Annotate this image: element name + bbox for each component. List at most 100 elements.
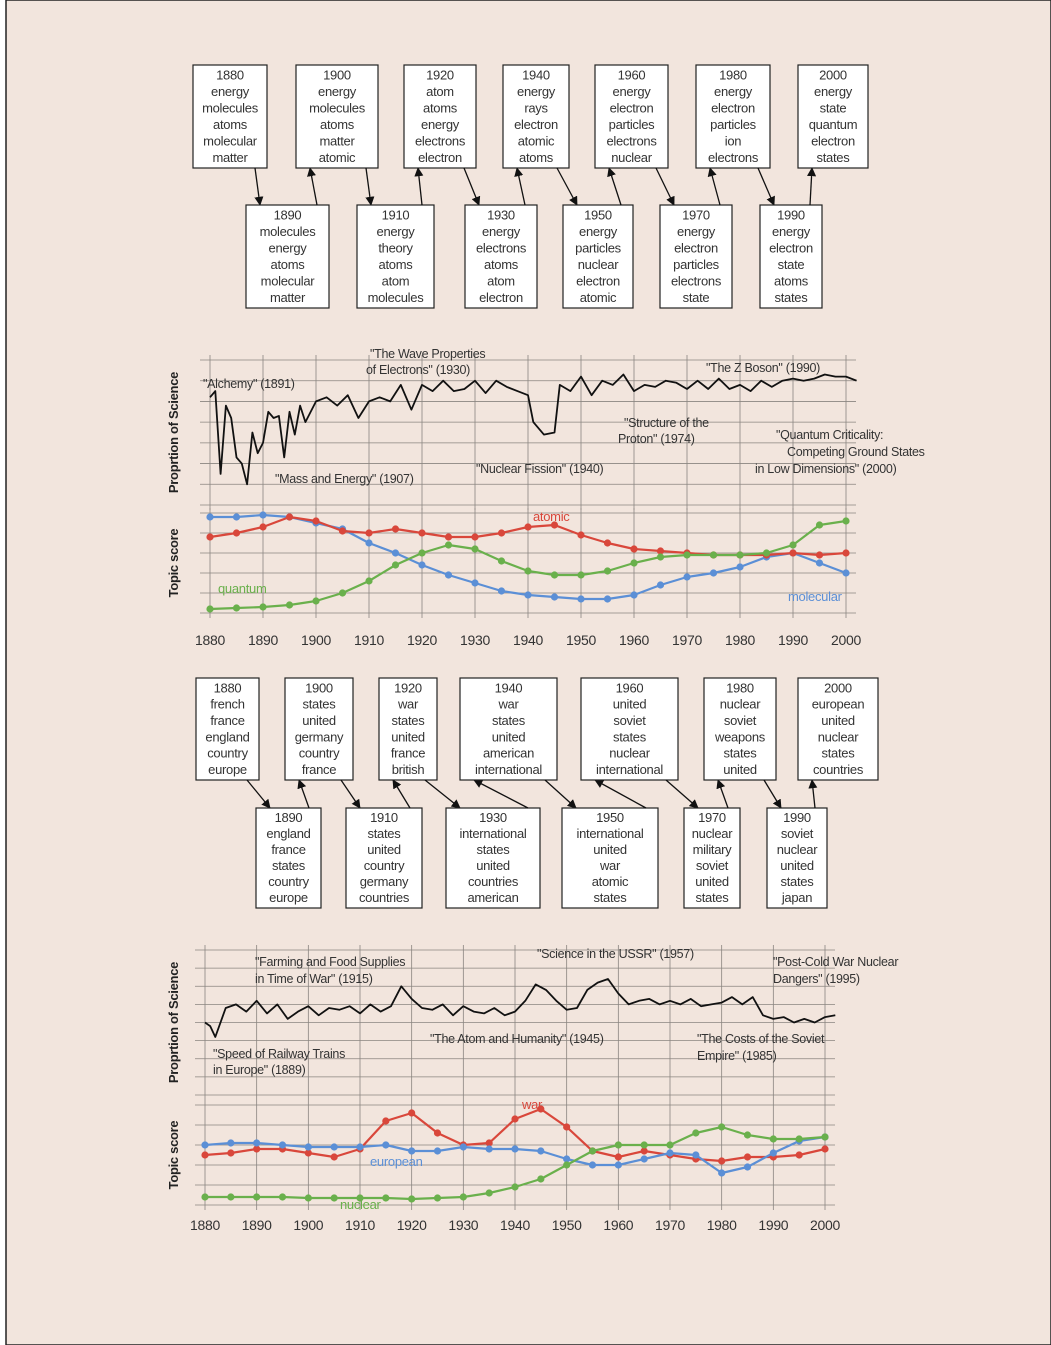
box-word: ion <box>725 134 742 149</box>
data-point <box>433 1194 442 1202</box>
data-point <box>418 549 426 557</box>
box-year: 1880 <box>214 680 242 695</box>
arrow <box>392 779 411 809</box>
box-word: france <box>210 713 244 728</box>
data-point <box>312 597 320 605</box>
annotation: "Post-Cold War Nuclear <box>773 955 898 969</box>
box-word: international <box>460 826 527 841</box>
box-year: 1900 <box>305 680 333 695</box>
box-word: electron <box>811 134 855 149</box>
box-word: atomic <box>580 290 617 305</box>
box-word: molecules <box>202 101 259 116</box>
data-point <box>232 529 241 537</box>
box-word: atomic <box>518 134 555 149</box>
x-tick-label: 1970 <box>672 632 702 648</box>
topic-box <box>594 64 669 169</box>
arrow <box>594 779 647 809</box>
data-point <box>656 581 665 589</box>
arrow <box>307 167 318 206</box>
topic-box <box>445 807 541 909</box>
box-year: 1990 <box>777 208 805 223</box>
data-point <box>444 541 453 549</box>
box-year: 1970 <box>682 208 710 223</box>
box-word: molecular <box>261 274 316 289</box>
arrow <box>757 167 775 206</box>
annotation: "Science in the USSR" (1957) <box>537 947 694 961</box>
box-word: energy <box>269 241 308 256</box>
data-point <box>511 1115 519 1123</box>
data-point <box>683 551 691 559</box>
y-axis-label: Proprtion of Science <box>166 372 181 493</box>
box-word: soviet <box>613 713 646 728</box>
box-word: united <box>391 729 425 744</box>
data-point <box>259 523 267 531</box>
box-word: france <box>302 762 336 777</box>
box-year: 1990 <box>783 810 811 825</box>
data-point <box>459 1143 467 1151</box>
data-point <box>743 1131 752 1139</box>
box-word: electrons <box>476 241 527 256</box>
topic-box <box>403 64 477 169</box>
data-point <box>577 595 585 603</box>
data-point <box>640 1147 648 1155</box>
data-point <box>683 573 691 581</box>
data-point <box>304 1194 312 1202</box>
box-word: atoms <box>379 257 414 272</box>
box-word: electron <box>769 241 813 256</box>
data-point <box>201 1151 209 1159</box>
box-word: energy <box>772 224 811 239</box>
box-year: 1890 <box>274 208 302 223</box>
topic-box <box>464 204 538 309</box>
box-word: states <box>817 150 851 165</box>
data-point <box>382 1141 390 1149</box>
data-point <box>815 521 824 529</box>
x-tick-label: 1930 <box>448 1217 478 1233</box>
box-word: electron <box>711 101 755 116</box>
box-word: military <box>693 842 733 857</box>
box-word: electron <box>514 117 558 132</box>
data-point <box>497 557 506 565</box>
box-word: international <box>577 826 644 841</box>
box-word: electron <box>418 150 462 165</box>
box-word: electrons <box>415 134 466 149</box>
box-word: germany <box>295 729 344 744</box>
box-word: states <box>492 713 526 728</box>
box-word: states <box>775 290 809 305</box>
data-point <box>497 587 506 595</box>
box-word: french <box>210 697 244 712</box>
box-word: states <box>272 858 306 873</box>
data-point <box>391 525 400 533</box>
data-point <box>278 1141 287 1149</box>
data-point <box>259 511 267 519</box>
x-tick-label: 1910 <box>354 632 384 648</box>
data-point <box>563 1123 571 1131</box>
box-word: atoms <box>320 117 355 132</box>
topic-box <box>192 64 268 169</box>
topic-box <box>683 807 741 909</box>
data-point <box>821 1145 829 1153</box>
data-point <box>408 1109 416 1117</box>
box-year: 1950 <box>584 208 612 223</box>
data-point <box>382 1194 390 1202</box>
data-point <box>285 513 294 521</box>
series-label: european <box>370 1154 423 1169</box>
box-year: 1930 <box>479 810 507 825</box>
topic-box <box>703 677 777 781</box>
data-point <box>253 1193 261 1201</box>
data-point <box>524 523 532 531</box>
data-point <box>795 1151 803 1159</box>
data-point <box>259 603 267 611</box>
box-word: europe <box>208 762 247 777</box>
topic-box <box>284 677 354 781</box>
box-word: united <box>780 858 814 873</box>
box-word: countries <box>813 762 864 777</box>
data-point <box>524 567 532 575</box>
annotation: Competing Ground States <box>787 445 925 459</box>
box-word: electron <box>576 274 620 289</box>
annotation: "Speed of Railway Trains <box>213 1047 345 1061</box>
data-point <box>815 559 824 567</box>
box-word: theory <box>378 241 413 256</box>
box-year: 2000 <box>824 680 852 695</box>
box-word: energy <box>579 224 618 239</box>
data-point <box>821 1133 829 1141</box>
